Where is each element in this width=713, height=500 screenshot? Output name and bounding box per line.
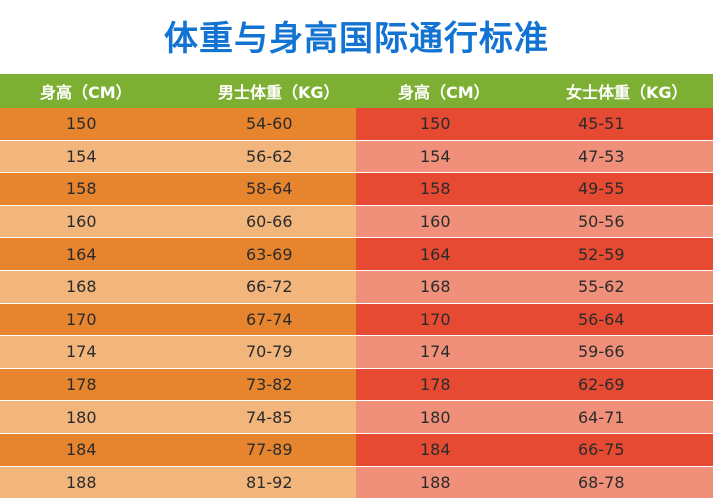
female-height-cell: 160 (356, 205, 522, 238)
table-row: 168 66-72 168 55-62 (0, 270, 713, 304)
female-weight-cell: 59-66 (522, 336, 713, 368)
header-female-weight-kg: 女士体重（KG） (566, 83, 688, 102)
female-weight-cell: 45-51 (522, 108, 713, 140)
female-height-cell: 188 (356, 466, 522, 499)
table-row: 178 73-82 178 62-69 (0, 368, 713, 402)
female-height-cell: 154 (356, 140, 522, 173)
male-weight-cell: 70-79 (160, 336, 356, 368)
male-weight-cell: 73-82 (160, 368, 356, 401)
male-weight-cell: 63-69 (160, 238, 356, 270)
female-height-cell: 168 (356, 270, 522, 303)
table-row: 188 81-92 188 68-78 (0, 466, 713, 500)
male-weight-cell: 74-85 (160, 401, 356, 433)
female-weight-cell: 68-78 (522, 466, 713, 499)
height-weight-table: 150 54-60 150 45-51 154 56-62 154 47-53 … (0, 108, 713, 500)
female-weight-cell: 62-69 (522, 368, 713, 401)
table-row: 174 70-79 174 59-66 (0, 336, 713, 369)
female-weight-cell: 47-53 (522, 140, 713, 173)
female-weight-cell: 64-71 (522, 401, 713, 433)
male-height-cell: 188 (0, 466, 160, 499)
table-row: 170 67-74 170 56-64 (0, 303, 713, 337)
female-height-cell: 178 (356, 368, 522, 401)
female-weight-cell: 56-64 (522, 303, 713, 336)
female-weight-cell: 66-75 (522, 433, 713, 466)
female-weight-cell: 50-56 (522, 205, 713, 238)
header-height-cm-male: 身高（CM） (40, 83, 132, 102)
table-row: 180 74-85 180 64-71 (0, 401, 713, 434)
table-row: 184 77-89 184 66-75 (0, 433, 713, 467)
male-height-cell: 164 (0, 238, 160, 270)
male-height-cell: 150 (0, 108, 160, 140)
male-height-cell: 170 (0, 303, 160, 336)
male-weight-cell: 77-89 (160, 433, 356, 466)
female-height-cell: 170 (356, 303, 522, 336)
female-weight-cell: 49-55 (522, 173, 713, 205)
male-height-cell: 158 (0, 173, 160, 205)
female-height-cell: 150 (356, 108, 522, 140)
female-height-cell: 184 (356, 433, 522, 466)
male-height-cell: 174 (0, 336, 160, 368)
table-row: 154 56-62 154 47-53 (0, 140, 713, 174)
table-header: 身高（CM） 男士体重（KG） 身高（CM） 女士体重（KG） (0, 74, 713, 108)
page-title: 体重与身高国际通行标准 (164, 18, 549, 59)
male-weight-cell: 81-92 (160, 466, 356, 499)
male-height-cell: 178 (0, 368, 160, 401)
female-height-cell: 158 (356, 173, 522, 205)
female-height-cell: 174 (356, 336, 522, 368)
header-height-cm-female: 身高（CM） (398, 83, 490, 102)
male-weight-cell: 54-60 (160, 108, 356, 140)
male-height-cell: 180 (0, 401, 160, 433)
female-weight-cell: 55-62 (522, 270, 713, 303)
male-height-cell: 160 (0, 205, 160, 238)
table-row: 158 58-64 158 49-55 (0, 173, 713, 206)
table-row: 164 63-69 164 52-59 (0, 238, 713, 271)
header-male-weight-kg: 男士体重（KG） (218, 83, 340, 102)
male-height-cell: 184 (0, 433, 160, 466)
female-height-cell: 180 (356, 401, 522, 433)
table-row: 150 54-60 150 45-51 (0, 108, 713, 141)
male-weight-cell: 56-62 (160, 140, 356, 173)
male-weight-cell: 66-72 (160, 270, 356, 303)
female-height-cell: 164 (356, 238, 522, 270)
male-height-cell: 154 (0, 140, 160, 173)
male-height-cell: 168 (0, 270, 160, 303)
table-row: 160 60-66 160 50-56 (0, 205, 713, 239)
female-weight-cell: 52-59 (522, 238, 713, 270)
male-weight-cell: 60-66 (160, 205, 356, 238)
male-weight-cell: 58-64 (160, 173, 356, 205)
male-weight-cell: 67-74 (160, 303, 356, 336)
